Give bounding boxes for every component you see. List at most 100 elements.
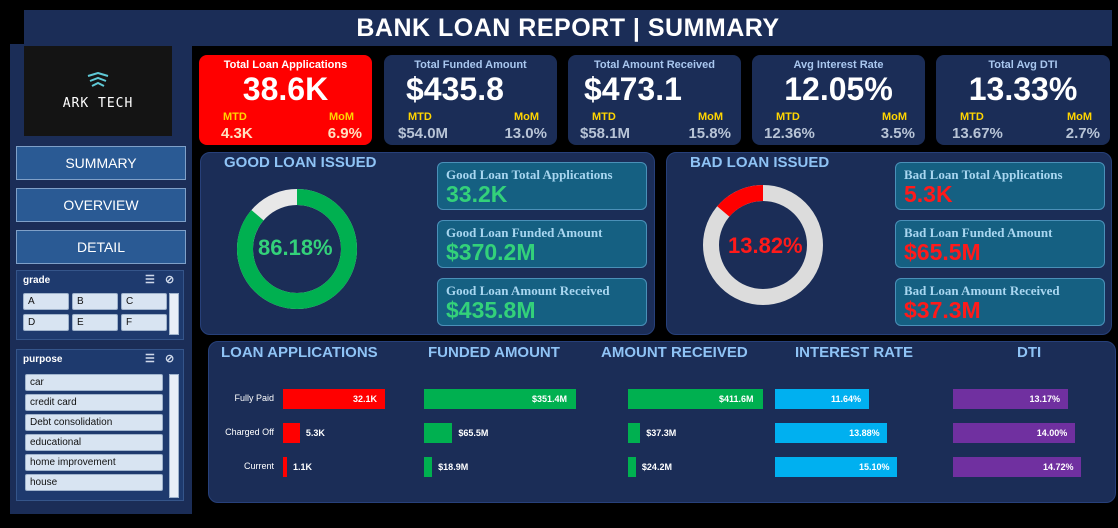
stat-value: $370.2M <box>446 239 536 265</box>
kpi-value: 38.6K <box>242 71 329 107</box>
bad-loan-received-card: Bad Loan Amount Received $37.3M <box>895 278 1105 326</box>
kpi-mom-value: 3.5% <box>880 125 915 142</box>
grade-slicer-header: grade ☰ ⊘ <box>17 271 183 289</box>
bar-dti-current <box>953 457 1081 477</box>
logo-text: ARK TECH <box>62 95 134 111</box>
grade-option-e[interactable]: E <box>72 314 118 331</box>
col-head-funded-amount: FUNDED AMOUNT <box>428 344 560 361</box>
col-head-amount-received: AMOUNT RECEIVED <box>601 344 748 361</box>
kpi-mom-label: MoM <box>1066 111 1092 123</box>
kpi-mtd-value: 13.67% <box>952 125 1003 142</box>
kpi-value: 12.05% <box>784 71 893 107</box>
bar-loan-applications-charged-off <box>283 423 300 443</box>
multi-select-icon[interactable]: ☰ <box>145 274 155 286</box>
purpose-option-car[interactable]: car <box>25 374 163 391</box>
grade-option-b[interactable]: B <box>72 293 118 310</box>
bar-label-amount-received-fully-paid: $411.6M <box>719 394 754 404</box>
grade-slicer-scrollbar[interactable] <box>169 293 179 335</box>
col-head-loan-applications: LOAN APPLICATIONS <box>221 344 378 361</box>
bar-label-dti-fully-paid: 13.17% <box>1029 394 1061 404</box>
bad-loan-applications-card: Bad Loan Total Applications 5.3K <box>895 162 1105 210</box>
row-label-fully-paid: Fully Paid <box>234 393 274 403</box>
stat-title: Bad Loan Total Applications <box>904 167 1063 182</box>
bar-label-funded-amount-charged-off: $65.5M <box>458 428 489 438</box>
good-loan-applications-card: Good Loan Total Applications 33.2K <box>437 162 647 210</box>
good-loan-donut-arc <box>237 189 357 309</box>
purpose-option-credit-card[interactable]: credit card <box>25 394 163 411</box>
bad-loan-donut <box>703 185 823 305</box>
bar-label-dti-charged-off: 14.00% <box>1036 428 1068 438</box>
grade-option-c[interactable]: C <box>121 293 167 310</box>
purpose-option-home-improvement[interactable]: home improvement <box>25 454 163 471</box>
nav-detail-button[interactable]: DETAIL <box>16 230 186 264</box>
stat-value: $435.8M <box>446 297 536 323</box>
kpi-mom-value: 13.0% <box>504 125 547 142</box>
purpose-slicer: purpose ☰ ⊘ car credit card Debt consoli… <box>16 349 184 501</box>
report-title: BANK LOAN REPORT | SUMMARY <box>24 10 1112 46</box>
kpi-mom-value: 15.8% <box>688 125 731 142</box>
good-loan-funded-card: Good Loan Funded Amount $370.2M <box>437 220 647 268</box>
kpi-mtd-label: MTD <box>408 111 432 123</box>
kpi-mtd-value: 12.36% <box>764 125 815 142</box>
row-label-current: Current <box>243 461 274 471</box>
purpose-option-house[interactable]: house <box>25 474 163 491</box>
bar-loan-applications-current <box>283 457 287 477</box>
stat-title: Good Loan Amount Received <box>446 283 610 298</box>
bar-interest-rate-current <box>775 457 897 477</box>
bar-amount-received-current <box>628 457 636 477</box>
purpose-option-debt-consolidation[interactable]: Debt consolidation <box>25 414 163 431</box>
bar-label-interest-rate-charged-off: 13.88% <box>849 428 880 438</box>
grade-option-f[interactable]: F <box>121 314 167 331</box>
col-head-interest-rate: INTEREST RATE <box>795 344 914 361</box>
bar-label-interest-rate-fully-paid: 11.64% <box>831 394 862 404</box>
stat-title: Bad Loan Amount Received <box>904 283 1060 298</box>
stat-title: Good Loan Funded Amount <box>446 225 603 240</box>
bar-amount-received-charged-off <box>628 423 641 443</box>
grade-slicer-title: grade <box>23 274 51 286</box>
kpi-mom-label: MoM <box>328 111 354 123</box>
bar-label-funded-amount-current: $18.9M <box>438 462 469 472</box>
loan-status-chart-panel <box>208 341 1116 503</box>
bar-loan-applications-fully-paid <box>283 389 385 409</box>
bar-label-amount-received-current: $24.2M <box>641 462 672 472</box>
bar-label-dti-current: 14.72% <box>1043 462 1074 472</box>
stat-value: $37.3M <box>904 297 981 323</box>
clear-filter-icon[interactable]: ⊘ <box>165 353 175 365</box>
bar-dti-charged-off <box>953 423 1075 443</box>
nav-overview-button[interactable]: OVERVIEW <box>16 188 186 222</box>
bar-interest-rate-charged-off <box>775 423 888 443</box>
good-loan-donut <box>237 189 357 309</box>
kpi-avg-interest-rate: Avg Interest Rate 12.05% MTD MoM 12.36% … <box>752 55 925 145</box>
kpi-title: Total Amount Received <box>593 59 716 71</box>
kpi-mom-value: 6.9% <box>327 125 362 142</box>
kpi-mtd-label: MTD <box>223 111 247 123</box>
stat-title: Good Loan Total Applications <box>446 167 613 182</box>
nav-summary-button[interactable]: SUMMARY <box>16 146 186 180</box>
kpi-mtd-value: $58.1M <box>580 125 631 142</box>
kpi-total-avg-dti: Total Avg DTI 13.33% MTD MoM 13.67% 2.7% <box>936 55 1110 145</box>
good-loan-title: GOOD LOAN ISSUED <box>224 154 377 171</box>
ark-tech-logo-icon <box>87 71 109 87</box>
purpose-option-educational[interactable]: educational <box>25 434 163 451</box>
row-label-charged-off: Charged Off <box>225 427 274 437</box>
bar-label-loan-applications-current: 1.1K <box>293 462 313 472</box>
good-loan-percent: 86.18% <box>258 235 333 260</box>
kpi-mom-label: MoM <box>513 111 539 123</box>
grade-option-d[interactable]: D <box>23 314 69 331</box>
kpi-value: $473.1 <box>584 71 682 107</box>
kpi-mom-value: 2.7% <box>1065 125 1100 142</box>
bar-amount-received-fully-paid <box>628 389 763 409</box>
purpose-slicer-scrollbar[interactable] <box>169 374 179 498</box>
clear-filter-icon[interactable]: ⊘ <box>165 274 175 286</box>
kpi-total-funded-amount: Total Funded Amount $435.8 MTD MoM $54.0… <box>384 55 557 145</box>
bar-label-interest-rate-current: 15.10% <box>859 462 890 472</box>
kpi-title: Avg Interest Rate <box>793 59 884 71</box>
multi-select-icon[interactable]: ☰ <box>145 353 155 365</box>
purpose-slicer-title: purpose <box>23 353 63 365</box>
kpi-mom-label: MoM <box>881 111 907 123</box>
stat-value: 33.2K <box>446 181 508 207</box>
bad-loan-funded-card: Bad Loan Funded Amount $65.5M <box>895 220 1105 268</box>
kpi-total-amount-received: Total Amount Received $473.1 MTD MoM $58… <box>568 55 741 145</box>
good-loan-received-card: Good Loan Amount Received $435.8M <box>437 278 647 326</box>
grade-option-a[interactable]: A <box>23 293 69 310</box>
